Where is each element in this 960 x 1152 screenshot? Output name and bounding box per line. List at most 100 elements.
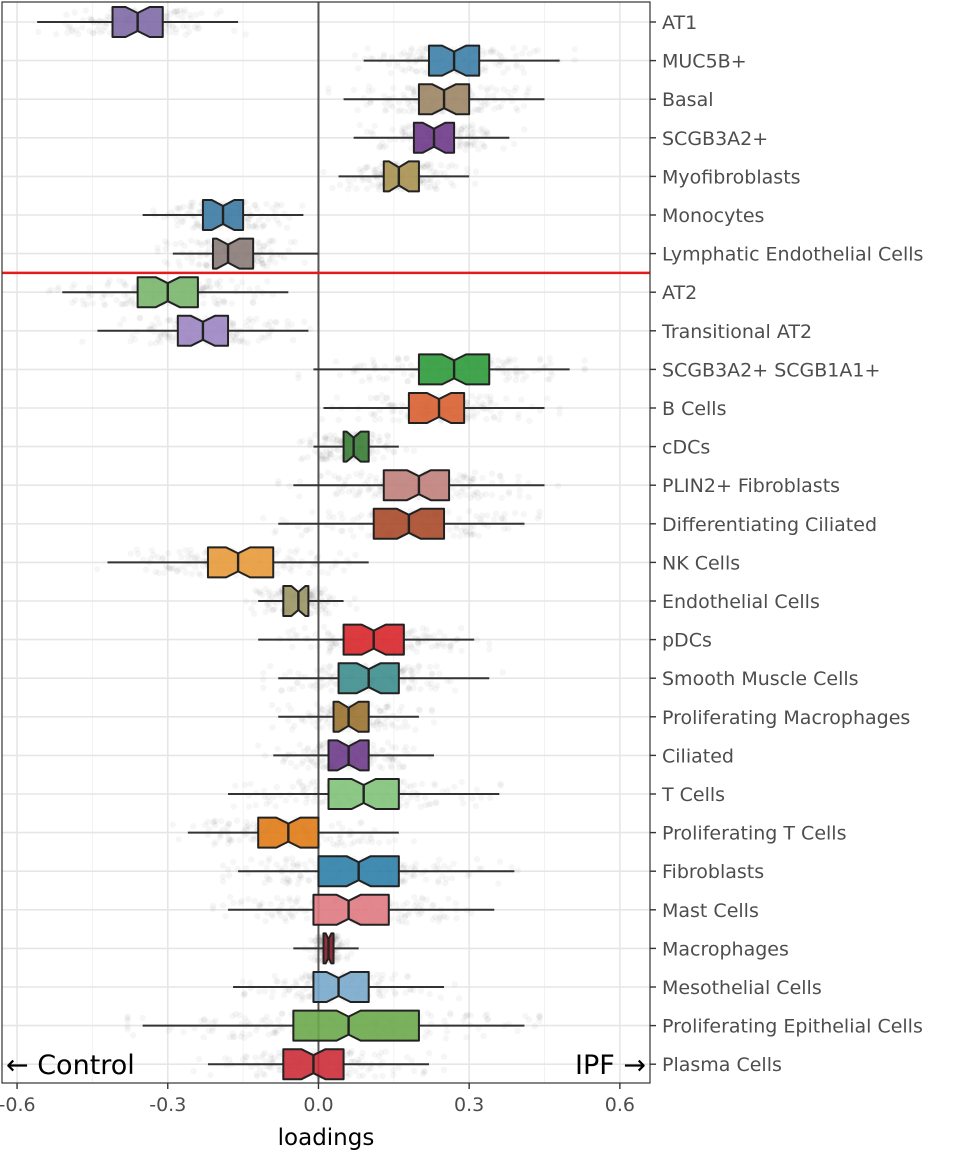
jitter-point — [582, 357, 588, 363]
y-category-label: AT1 — [662, 12, 697, 34]
jitter-point — [312, 432, 318, 438]
jitter-point — [432, 782, 438, 788]
jitter-point — [230, 900, 236, 906]
jitter-point — [388, 764, 394, 770]
jitter-point — [423, 626, 429, 632]
jitter-point — [503, 395, 509, 401]
jitter-point — [544, 395, 550, 401]
jitter-point — [298, 456, 304, 462]
jitter-point — [55, 284, 61, 290]
jitter-point — [273, 803, 279, 809]
jitter-point — [226, 836, 232, 842]
jitter-point — [174, 217, 180, 223]
jitter-point — [389, 127, 395, 133]
jitter-point — [487, 397, 493, 403]
jitter-point — [251, 611, 257, 617]
jitter-point — [137, 315, 143, 321]
jitter-point — [309, 509, 315, 515]
jitter-point — [458, 795, 464, 801]
jitter-point — [403, 356, 409, 362]
box-at1 — [37, 6, 239, 38]
jitter-point — [293, 797, 299, 803]
jitter-point — [231, 28, 237, 34]
jitter-point — [445, 895, 451, 901]
jitter-point — [319, 799, 325, 805]
jitter-point — [293, 993, 299, 999]
jitter-point — [380, 454, 386, 460]
jitter-point — [572, 46, 578, 52]
jitter-point — [473, 803, 479, 809]
jitter-point — [154, 315, 160, 321]
box-body — [342, 430, 370, 463]
jitter-point — [327, 662, 333, 668]
jitter-point — [385, 739, 391, 745]
jitter-point — [323, 836, 329, 842]
jitter-point — [268, 1052, 274, 1058]
jitter-point — [192, 564, 198, 570]
jitter-point — [497, 410, 503, 416]
box-mast-cells — [228, 893, 495, 926]
jitter-point — [260, 1052, 266, 1058]
jitter-point — [337, 372, 343, 378]
jitter-point — [339, 489, 345, 495]
jitter-point — [483, 491, 489, 497]
jitter-point — [513, 105, 519, 111]
box-body — [407, 392, 466, 424]
jitter-point — [294, 547, 300, 553]
jitter-point — [284, 225, 290, 231]
jitter-point — [479, 475, 485, 481]
jitter-point — [293, 981, 299, 987]
jitter-point — [427, 664, 433, 670]
jitter-point — [281, 255, 287, 261]
jitter-point — [473, 169, 479, 175]
jitter-point — [336, 820, 342, 826]
box-basal — [343, 83, 545, 116]
jitter-point — [459, 648, 465, 654]
jitter-point — [408, 362, 414, 368]
jitter-point — [243, 819, 249, 825]
jitter-point — [451, 533, 457, 539]
jitter-point — [393, 744, 399, 750]
jitter-point — [537, 357, 543, 363]
box-scgb3a2-scgb1a1- — [313, 353, 570, 386]
jitter-point — [438, 162, 444, 168]
jitter-point — [464, 133, 470, 139]
jitter-point — [472, 181, 478, 187]
jitter-point — [105, 283, 111, 289]
jitter-point — [517, 487, 523, 493]
jitter-point — [254, 285, 260, 291]
jitter-point — [428, 685, 434, 691]
jitter-point — [393, 901, 399, 907]
jitter-point — [274, 252, 280, 258]
jitter-point — [382, 720, 388, 726]
jitter-point — [418, 988, 424, 994]
box-endothelial-cells — [258, 585, 344, 617]
jitter-point — [286, 483, 292, 489]
jitter-point — [365, 164, 371, 170]
jitter-point — [79, 339, 85, 345]
jitter-point — [469, 125, 475, 131]
jitter-point — [124, 1017, 130, 1023]
jitter-point — [347, 601, 353, 607]
jitter-point — [484, 512, 490, 518]
jitter-point — [365, 177, 371, 183]
jitter-point — [359, 378, 365, 384]
jitter-point — [179, 14, 185, 20]
jitter-point — [329, 185, 335, 191]
jitter-point — [408, 873, 414, 879]
jitter-point — [287, 548, 293, 554]
jitter-point — [254, 913, 260, 919]
jitter-point — [426, 1050, 432, 1056]
jitter-point — [515, 867, 521, 873]
jitter-point — [72, 9, 78, 15]
jitter-point — [264, 864, 270, 870]
jitter-point — [275, 1016, 281, 1022]
jitter-point — [506, 374, 512, 380]
jitter-point — [270, 607, 276, 613]
jitter-point — [275, 707, 281, 713]
jitter-point — [427, 991, 433, 997]
jitter-point — [473, 513, 479, 519]
jitter-point — [275, 478, 281, 484]
jitter-point — [131, 301, 137, 307]
jitter-point — [370, 432, 376, 438]
